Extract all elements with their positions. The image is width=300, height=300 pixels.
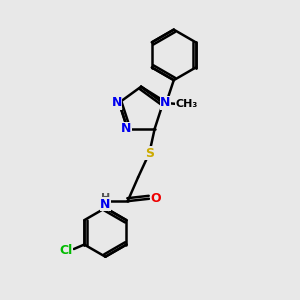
Text: H: H — [101, 193, 110, 203]
Text: N: N — [112, 96, 122, 109]
Text: O: O — [150, 192, 161, 205]
Text: Cl: Cl — [59, 244, 72, 257]
Text: CH₃: CH₃ — [176, 99, 198, 109]
Text: N: N — [121, 122, 131, 135]
Text: N: N — [100, 198, 111, 211]
Text: S: S — [145, 146, 154, 160]
Text: N: N — [160, 96, 171, 109]
